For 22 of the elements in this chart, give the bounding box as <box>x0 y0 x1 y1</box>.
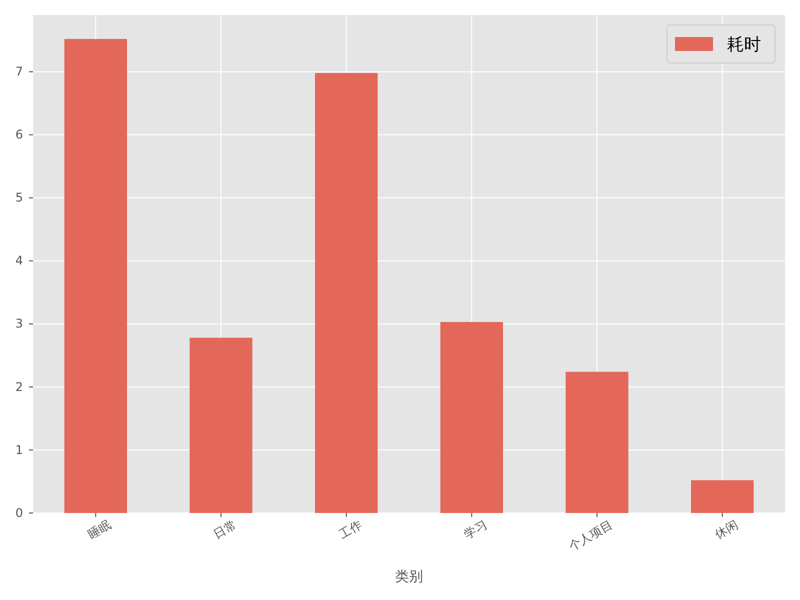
y-tick-label: 2 <box>15 380 23 394</box>
y-tick-label: 4 <box>15 254 23 268</box>
x-tick-label: 个人项目 <box>566 517 615 554</box>
bar <box>566 372 628 513</box>
bar <box>440 322 503 513</box>
y-tick-label: 3 <box>15 316 23 331</box>
bar <box>64 38 127 513</box>
legend-label: 耗时 <box>727 35 761 55</box>
y-tick-label: 1 <box>15 442 23 457</box>
bar <box>315 72 378 513</box>
x-axis-title: 类别 <box>395 569 423 585</box>
x-tick-label: 工作 <box>336 517 364 542</box>
x-tick-label: 睡眠 <box>86 517 114 542</box>
bar <box>190 338 252 513</box>
y-tick-label: 6 <box>15 128 23 142</box>
x-tick-label: 日常 <box>211 517 239 542</box>
x-tick-label: 休闲 <box>712 517 740 542</box>
y-tick-label: 7 <box>15 64 23 79</box>
y-tick-label: 5 <box>15 190 23 205</box>
x-tick-label: 学习 <box>462 517 490 542</box>
bar <box>691 480 754 513</box>
y-tick-label: 0 <box>15 506 23 520</box>
